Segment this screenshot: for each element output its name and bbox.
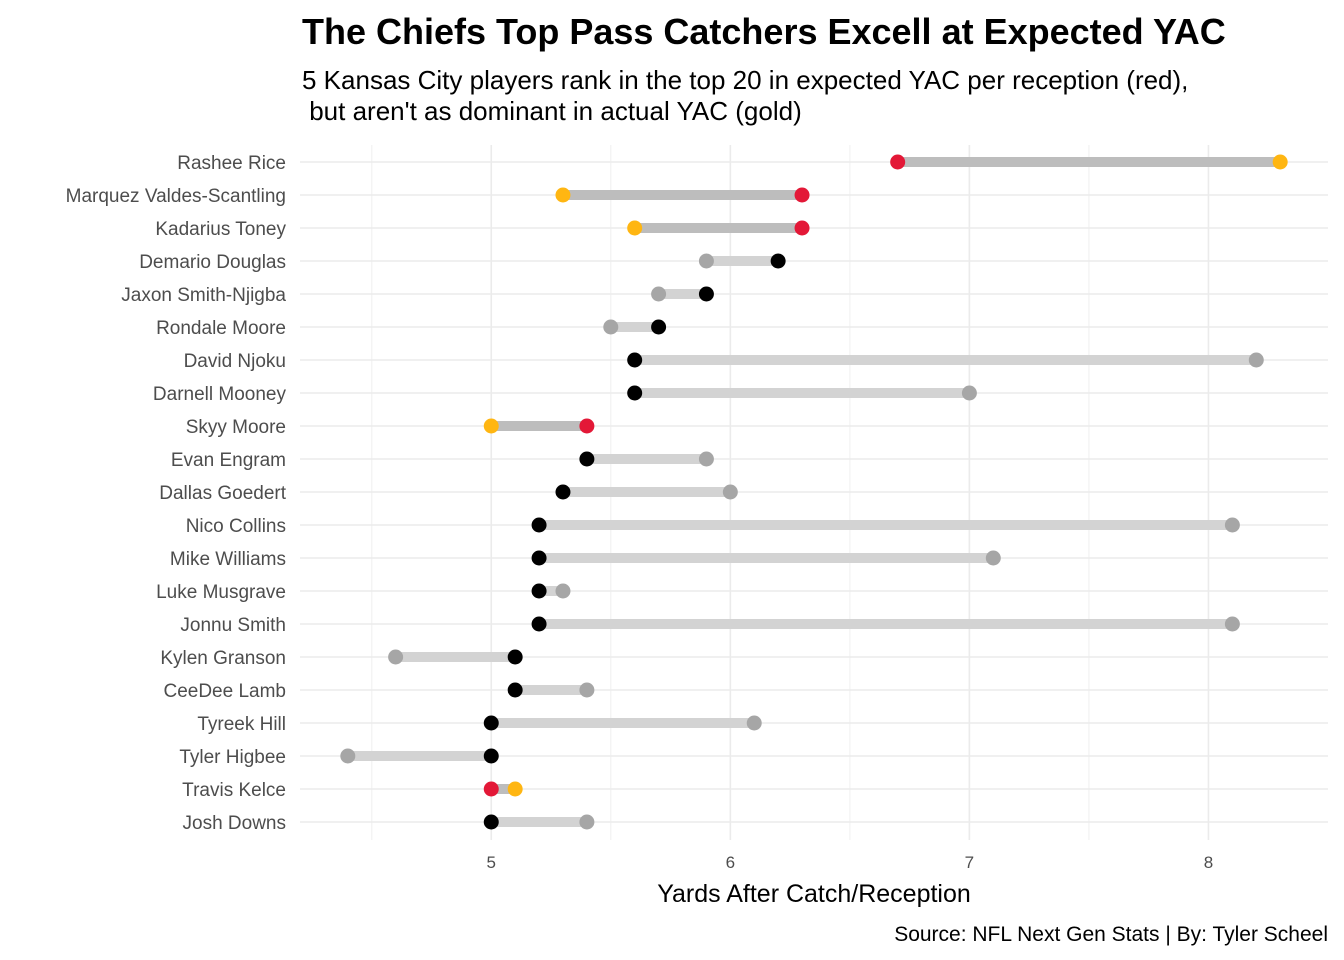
expected-yac-point <box>531 583 547 599</box>
expected-yac-point <box>698 286 714 302</box>
expected-yac-point <box>507 682 523 698</box>
actual-yac-point <box>603 319 619 335</box>
y-axis-labels: Rashee Rice Marquez Valdes-Scantling Kadar… <box>66 153 287 834</box>
y-axis-label: Travis Kelce <box>182 780 286 801</box>
y-axis-label: Kadarius Toney <box>155 219 286 240</box>
chart-subtitle-line-2: but aren't as dominant in actual YAC (go… <box>302 96 802 126</box>
actual-yac-point <box>1224 616 1240 632</box>
expected-yac-point <box>627 352 643 368</box>
chart-title: The Chiefs Top Pass Catchers Excell at E… <box>302 11 1226 52</box>
actual-yac-point <box>1272 154 1288 170</box>
actual-yac-point <box>698 253 714 269</box>
expected-yac-point <box>579 451 595 467</box>
expected-yac-point <box>794 220 810 236</box>
expected-yac-point <box>770 253 786 269</box>
y-axis-label: Skyy Moore <box>186 417 286 438</box>
y-axis-label: Dallas Goedert <box>159 483 286 504</box>
actual-yac-point <box>698 451 714 467</box>
actual-yac-point <box>388 649 404 665</box>
y-axis-label: David Njoku <box>184 351 286 372</box>
points <box>340 154 1288 830</box>
y-axis-label: Josh Downs <box>183 813 287 834</box>
expected-yac-point <box>531 517 547 533</box>
expected-yac-point <box>483 781 499 797</box>
actual-yac-point <box>651 286 667 302</box>
y-axis-label: Evan Engram <box>171 450 286 471</box>
y-axis-label: Nico Collins <box>186 516 286 537</box>
chart-subtitle-line-1: 5 Kansas City players rank in the top 20… <box>302 65 1188 95</box>
y-axis-label: Marquez Valdes-Scantling <box>66 186 286 207</box>
actual-yac-point <box>579 682 595 698</box>
actual-yac-point <box>340 748 356 764</box>
x-axis-title: Yards After Catch/Reception <box>657 880 971 908</box>
expected-yac-point <box>890 154 906 170</box>
y-axis-label: Jonnu Smith <box>180 615 286 636</box>
chart-caption: Source: NFL Next Gen Stats | By: Tyler S… <box>894 923 1328 946</box>
actual-yac-point <box>627 220 643 236</box>
actual-yac-point <box>555 583 571 599</box>
segments <box>347 157 1281 827</box>
expected-yac-point <box>483 715 499 731</box>
x-tick-label: 8 <box>1204 853 1213 872</box>
y-axis-label: Luke Musgrave <box>156 582 286 603</box>
actual-yac-point <box>579 814 595 830</box>
expected-yac-point <box>531 616 547 632</box>
y-axis-label: Rondale Moore <box>156 318 286 339</box>
y-axis-label: Mike Williams <box>170 549 286 570</box>
actual-yac-point <box>507 781 523 797</box>
x-tick-label: 7 <box>965 853 974 872</box>
actual-yac-point <box>555 187 571 203</box>
expected-yac-point <box>627 385 643 401</box>
actual-yac-point <box>746 715 762 731</box>
expected-yac-point <box>651 319 667 335</box>
expected-yac-point <box>483 748 499 764</box>
y-axis-label: Tyreek Hill <box>197 714 286 735</box>
expected-yac-point <box>483 814 499 830</box>
actual-yac-point <box>961 385 977 401</box>
grid <box>300 145 1328 840</box>
y-axis-label: Demario Douglas <box>139 252 286 273</box>
x-axis-ticks: 5 6 7 8 <box>487 853 1214 872</box>
x-tick-label: 5 <box>487 853 496 872</box>
actual-yac-point <box>985 550 1001 566</box>
actual-yac-point <box>1224 517 1240 533</box>
y-axis-label: Jaxon Smith-Njigba <box>121 285 286 306</box>
y-axis-label: Rashee Rice <box>177 153 286 174</box>
y-axis-label: Darnell Mooney <box>153 384 287 405</box>
expected-yac-point <box>555 484 571 500</box>
expected-yac-point <box>794 187 810 203</box>
y-axis-label: Tyler Higbee <box>179 747 286 768</box>
y-axis-label: CeeDee Lamb <box>163 681 286 702</box>
expected-yac-point <box>507 649 523 665</box>
expected-yac-point <box>579 418 595 434</box>
actual-yac-point <box>483 418 499 434</box>
actual-yac-point <box>1248 352 1264 368</box>
y-axis-label: Kylen Granson <box>160 648 286 669</box>
expected-yac-point <box>531 550 547 566</box>
actual-yac-point <box>722 484 738 500</box>
x-tick-label: 6 <box>726 853 735 872</box>
